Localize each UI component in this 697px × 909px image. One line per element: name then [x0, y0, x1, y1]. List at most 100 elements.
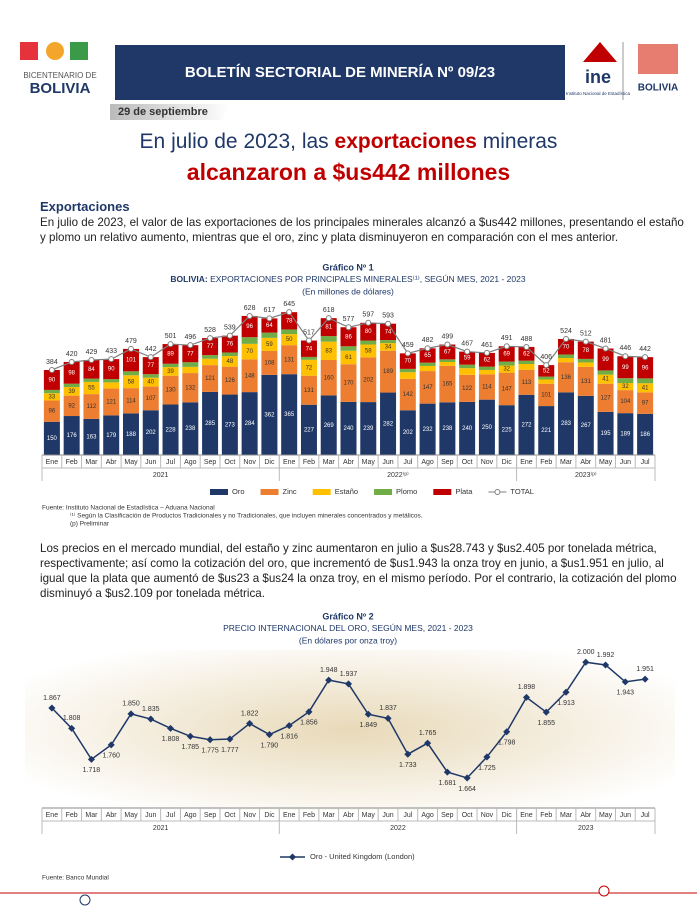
- bar-segment: [320, 341, 337, 361]
- bar-segment: [182, 366, 199, 374]
- headline-highlight: exportaciones: [334, 130, 477, 153]
- data-label: 122: [462, 386, 473, 392]
- data-label: 188: [126, 432, 137, 438]
- legend-swatch: [260, 489, 279, 495]
- data-label: 148: [245, 373, 256, 379]
- bar-segment: [380, 323, 397, 341]
- data-label: 189: [620, 432, 631, 438]
- bar-segment: [300, 359, 317, 376]
- data-label: 96: [642, 365, 649, 371]
- data-label: 1.856: [300, 720, 318, 727]
- bar-segment: [122, 348, 139, 372]
- paragraph: Los precios en el mercado mundial, del e…: [40, 542, 677, 600]
- x-tick-label: Ene: [283, 812, 296, 819]
- x-tick-label: Oct: [224, 812, 235, 819]
- x-tick-label: Ene: [283, 459, 296, 466]
- total-marker: [582, 338, 589, 345]
- ine-name: Instituto Nacional de Estadística: [566, 91, 631, 96]
- bar-segment: [281, 329, 298, 335]
- data-label: 269: [324, 423, 335, 429]
- x-tick-label: Feb: [303, 812, 315, 819]
- headline: En julio de 2023, las exportaciones mine…: [0, 130, 697, 154]
- data-label: 77: [207, 344, 214, 350]
- bar-segment: [439, 365, 456, 403]
- bar-segment: [340, 327, 357, 347]
- x-tick-label: Abr: [106, 459, 118, 466]
- bar-segment: [320, 336, 337, 342]
- logo-text: BOLIVIA: [638, 83, 679, 94]
- marker: [246, 719, 254, 728]
- bar-segment: [83, 381, 100, 395]
- data-label: 69: [503, 351, 510, 357]
- data-label: 160: [324, 375, 335, 381]
- data-label: 2.000: [577, 649, 595, 656]
- total-label: 467: [461, 340, 473, 347]
- marker: [424, 739, 432, 747]
- data-label: 1.798: [498, 740, 516, 747]
- legend-label: Plata: [455, 487, 473, 496]
- total-label: 597: [362, 312, 374, 319]
- data-label: 96: [246, 324, 253, 330]
- bar-segment: [162, 344, 179, 364]
- chart-label: Gráfico Nº 2: [322, 611, 373, 621]
- data-label: 250: [482, 425, 493, 431]
- x-tick-label: Mar: [323, 812, 336, 819]
- data-label: 58: [365, 349, 372, 355]
- total-label: 384: [46, 359, 58, 366]
- bar-segment: [281, 334, 298, 346]
- total-label: 628: [244, 305, 256, 312]
- data-label: 80: [365, 329, 372, 335]
- bar-segment: [182, 373, 199, 403]
- bar-segment: [439, 344, 456, 360]
- x-tick-label: Abr: [580, 459, 592, 466]
- data-label: 282: [383, 421, 394, 427]
- bar-segment: [162, 367, 179, 376]
- bar-segment: [83, 378, 100, 382]
- data-label: 99: [602, 357, 609, 363]
- total-marker: [187, 342, 194, 349]
- data-label: 96: [49, 409, 56, 415]
- x-tick-label: Jul: [641, 812, 650, 819]
- x-tick-label: Ene: [520, 459, 533, 466]
- x-tick-label: May: [599, 459, 613, 466]
- total-label: 517: [303, 329, 315, 336]
- x-tick-label: Jun: [382, 812, 393, 819]
- data-label: 147: [502, 386, 513, 392]
- data-label: 131: [304, 388, 315, 394]
- data-label: 32: [622, 384, 629, 390]
- bar-segment: [182, 345, 199, 363]
- data-label: 238: [442, 426, 453, 432]
- data-label: 114: [482, 385, 492, 391]
- bar-segment: [43, 393, 60, 401]
- bar-segment: [83, 418, 100, 455]
- x-tick-label: Abr: [106, 812, 118, 819]
- bar-segment: [122, 371, 139, 376]
- total-label: 481: [600, 337, 612, 344]
- bar-segment: [142, 357, 159, 375]
- total-marker: [167, 341, 174, 348]
- bar-segment: [538, 379, 555, 384]
- bar-segment: [202, 355, 219, 359]
- bar-segment: [221, 394, 238, 455]
- data-label: 1.760: [102, 753, 120, 760]
- data-label: 227: [304, 427, 315, 433]
- bar-segment: [202, 365, 219, 392]
- data-label: 41: [602, 377, 609, 383]
- bar-segment: [478, 352, 495, 367]
- marker: [166, 724, 175, 732]
- data-label: 1.775: [201, 748, 219, 755]
- total-marker: [503, 343, 510, 350]
- data-label: 1.765: [419, 730, 437, 737]
- bar-segment: [399, 353, 416, 369]
- date: 29 de septiembre: [118, 106, 208, 118]
- data-label: 1.785: [182, 744, 200, 751]
- bar-segment: [221, 366, 238, 395]
- marker: [107, 741, 115, 749]
- data-label: 86: [345, 334, 352, 340]
- data-label: 70: [246, 349, 253, 355]
- data-label: 104: [620, 399, 631, 405]
- bar-segment: [221, 352, 238, 357]
- total-label: 442: [639, 346, 651, 353]
- data-label: 1.664: [458, 786, 476, 793]
- ine-logo: [583, 42, 617, 62]
